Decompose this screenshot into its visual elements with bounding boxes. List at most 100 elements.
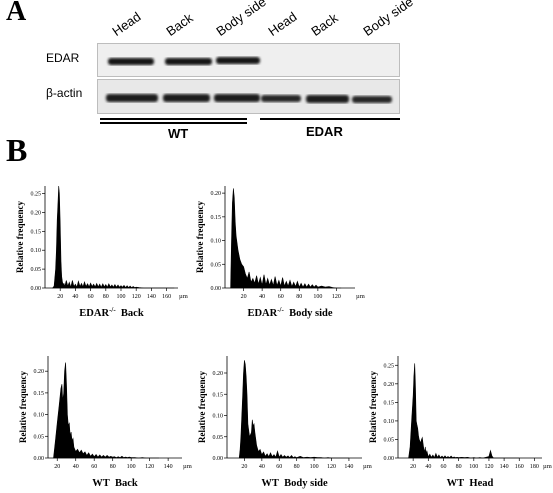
x-tick-label: 140: [500, 464, 509, 470]
y-tick-label: 0.20: [34, 369, 45, 375]
y-tick-label: 0.10: [213, 414, 224, 420]
group-line-wt-lower: [100, 122, 247, 124]
lane-label-edar-head: Head: [265, 8, 300, 39]
y-tick-label: 0.15: [211, 215, 222, 221]
x-tick-label: 140: [164, 464, 173, 470]
caption-genotype: EDAR: [247, 308, 277, 319]
y-axis-label: Relative frequency: [195, 200, 205, 273]
x-tick-label: 100: [469, 464, 478, 470]
y-tick-label: 0.20: [384, 382, 395, 388]
y-tick-label: 0.00: [384, 456, 395, 462]
x-tick-label: 120: [484, 464, 493, 470]
y-tick-label: 0.00: [34, 456, 45, 462]
blot-row-label-edar: EDAR: [46, 51, 80, 65]
lane-label-wt-body-side: Body side: [213, 0, 269, 40]
caption-region: Body side: [279, 478, 328, 489]
histogram-area-series: [238, 360, 349, 459]
x-tick-label: 40: [259, 464, 265, 470]
x-unit-label: µm: [356, 293, 365, 300]
x-unit-label: µm: [179, 293, 188, 300]
band-actin-edar-body-side: [352, 96, 392, 103]
x-tick-label: 120: [145, 464, 154, 470]
chart-caption: WT Back: [92, 478, 138, 489]
band-actin-edar-back: [306, 95, 349, 103]
blot-strip-edar: [97, 43, 400, 77]
y-tick-label: 0.00: [213, 456, 224, 462]
x-tick-label: 80: [110, 464, 116, 470]
x-tick-label: 60: [278, 294, 284, 300]
y-tick-label: 0.10: [384, 419, 395, 425]
chart-caption: WT Head: [447, 478, 494, 489]
caption-genotype: WT: [261, 478, 279, 489]
caption-genotype: WT: [447, 478, 465, 489]
x-tick-label: 100: [313, 294, 322, 300]
lane-label-edar-body-side: Body side: [360, 0, 416, 40]
y-tick-label: 0.05: [34, 434, 45, 440]
group-label-wt: WT: [168, 126, 189, 141]
blot-strip-actin: [97, 79, 400, 114]
y-axis-label: Relative frequency: [197, 370, 207, 443]
chart-caption: WT Body side: [261, 478, 328, 489]
group-label-edar: EDAR: [306, 124, 343, 139]
histogram-area-series: [53, 362, 159, 459]
caption-genotype: EDAR: [79, 308, 109, 319]
x-tick-label: 40: [425, 464, 431, 470]
band-actin-wt-back: [163, 94, 210, 102]
x-tick-label: 120: [327, 464, 336, 470]
x-tick-label: 40: [259, 294, 265, 300]
x-tick-label: 120: [332, 294, 341, 300]
panel-b-label: B: [6, 132, 28, 168]
y-tick-label: 0.20: [213, 371, 224, 377]
group-line-edar: [260, 118, 400, 120]
histogram-area-series: [230, 188, 342, 289]
histogram-wt-back: 0.00 0.05 0.10 0.15 0.20 20 40 60 80 100 120 140 µm R…: [18, 356, 192, 489]
x-tick-label: 20: [241, 464, 247, 470]
x-tick-label: 80: [456, 464, 462, 470]
lane-label-wt-back: Back: [163, 10, 196, 40]
x-tick-label: 100: [127, 464, 136, 470]
x-unit-label: µm: [363, 463, 372, 470]
band-actin-wt-body-side: [214, 94, 260, 102]
caption-region: Body side: [284, 308, 333, 319]
x-unit-label: µm: [543, 463, 552, 470]
blot-row-label-actin: β-actin: [46, 86, 83, 100]
y-tick-label: 0.15: [213, 392, 224, 398]
histogram-area-series: [51, 185, 175, 289]
y-tick-label: 0.10: [31, 248, 42, 254]
y-tick-label: 0.25: [384, 363, 395, 369]
band-edar-wt-back: [165, 58, 212, 65]
histogram-wt-head: 0.00 0.05 0.10 0.15 0.20 0.25 20 40 60 80 100 120 14…: [368, 356, 552, 489]
band-edar-wt-body-side: [216, 57, 260, 64]
band-actin-wt-head: [106, 94, 158, 102]
x-tick-label: 140: [147, 294, 156, 300]
band-edar-wt-head: [108, 58, 154, 65]
y-tick-label: 0.00: [31, 286, 42, 292]
caption-region: Back: [116, 308, 144, 319]
x-tick-label: 80: [296, 294, 302, 300]
x-tick-label: 80: [294, 464, 300, 470]
x-tick-label: 20: [54, 464, 60, 470]
caption-superscript: -/-: [277, 306, 284, 314]
y-tick-label: 0.15: [384, 400, 395, 406]
x-tick-label: 20: [57, 294, 63, 300]
y-tick-label: 0.20: [211, 191, 222, 197]
y-tick-label: 0.25: [31, 192, 42, 198]
y-tick-label: 0.05: [211, 262, 222, 268]
caption-region: Back: [110, 478, 138, 489]
y-axis-label: Relative frequency: [368, 370, 378, 443]
x-tick-label: 80: [103, 294, 109, 300]
y-tick-label: 0.20: [31, 210, 42, 216]
lane-label-wt-head: Head: [109, 8, 144, 39]
x-tick-label: 60: [276, 464, 282, 470]
x-tick-label: 100: [117, 294, 126, 300]
y-tick-label: 0.10: [34, 413, 45, 419]
y-tick-label: 0.05: [213, 435, 224, 441]
caption-genotype: WT: [92, 478, 110, 489]
y-axis-label: Relative frequency: [18, 370, 28, 443]
y-tick-label: 0.15: [31, 229, 42, 235]
x-tick-label: 40: [72, 294, 78, 300]
x-tick-label: 20: [241, 294, 247, 300]
caption-region: Head: [464, 478, 493, 489]
histogram-area-series: [408, 363, 520, 459]
band-actin-edar-head: [261, 95, 301, 102]
